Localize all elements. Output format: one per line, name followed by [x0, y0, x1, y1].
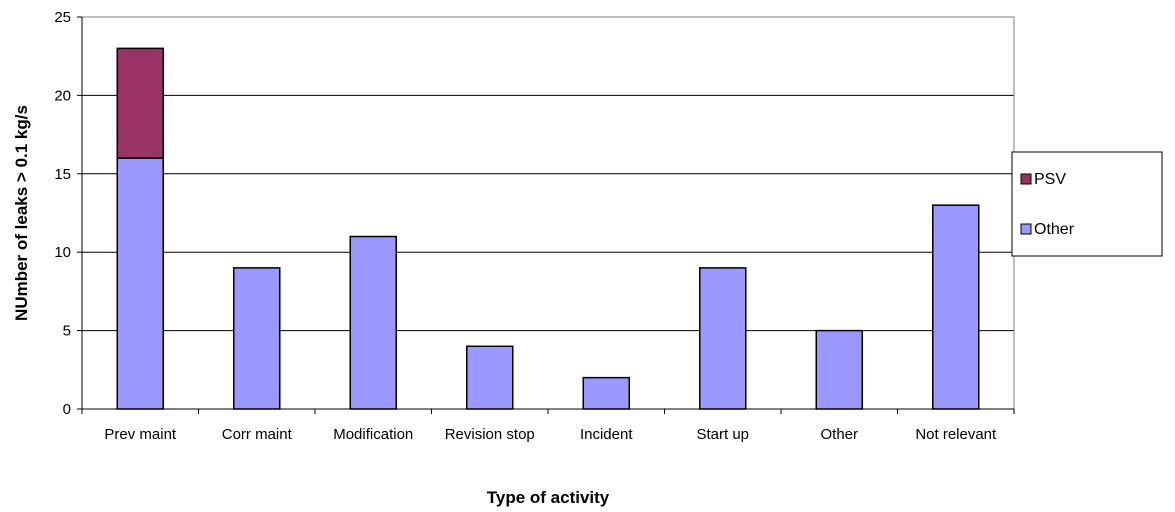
bar-other [116, 157, 164, 410]
x-axis-title: Type of activity [487, 488, 610, 507]
y-tick-label: 0 [63, 401, 71, 418]
bar-other [233, 267, 281, 410]
y-axis-title: NUmber of leaks > 0.1 kg/s [12, 105, 31, 321]
bar-other [582, 376, 630, 410]
x-tick-label: Corr maint [222, 426, 293, 443]
x-tick-label: Not relevant [915, 426, 997, 443]
legend: PSV Other [1011, 151, 1163, 257]
y-tick-labels: 0 5 10 15 20 25 [54, 9, 71, 418]
x-tick-labels: Prev maint Corr maint Modification Revision… [104, 426, 997, 443]
bar-other [699, 267, 747, 410]
legend-label-psv: PSV [1034, 171, 1066, 188]
bars [116, 47, 980, 410]
bar-other [466, 345, 514, 410]
bar-other [349, 235, 397, 410]
gridlines [82, 16, 1014, 332]
legend-label-other: Other [1034, 221, 1075, 238]
x-tick-label: Other [820, 426, 858, 443]
bar-other [932, 204, 980, 410]
plot-area-frame [81, 16, 1015, 410]
x-tick-label: Incident [580, 426, 633, 443]
legend-swatch-psv [1020, 173, 1032, 185]
x-tick-label: Prev maint [104, 426, 177, 443]
y-tick-label: 20 [54, 87, 71, 104]
y-tick-label: 25 [54, 9, 71, 26]
x-tick-label: Revision stop [445, 426, 535, 443]
axes [77, 16, 1015, 414]
legend-box [1011, 151, 1163, 257]
y-tick-label: 10 [54, 244, 71, 261]
bar-psv [116, 47, 164, 159]
y-tick-label: 15 [54, 166, 71, 183]
x-tick-label: Start up [696, 426, 749, 443]
x-tick-label: Modification [333, 426, 413, 443]
bar-other [815, 329, 863, 410]
y-tick-label: 5 [63, 323, 71, 340]
legend-swatch-other [1020, 223, 1032, 235]
